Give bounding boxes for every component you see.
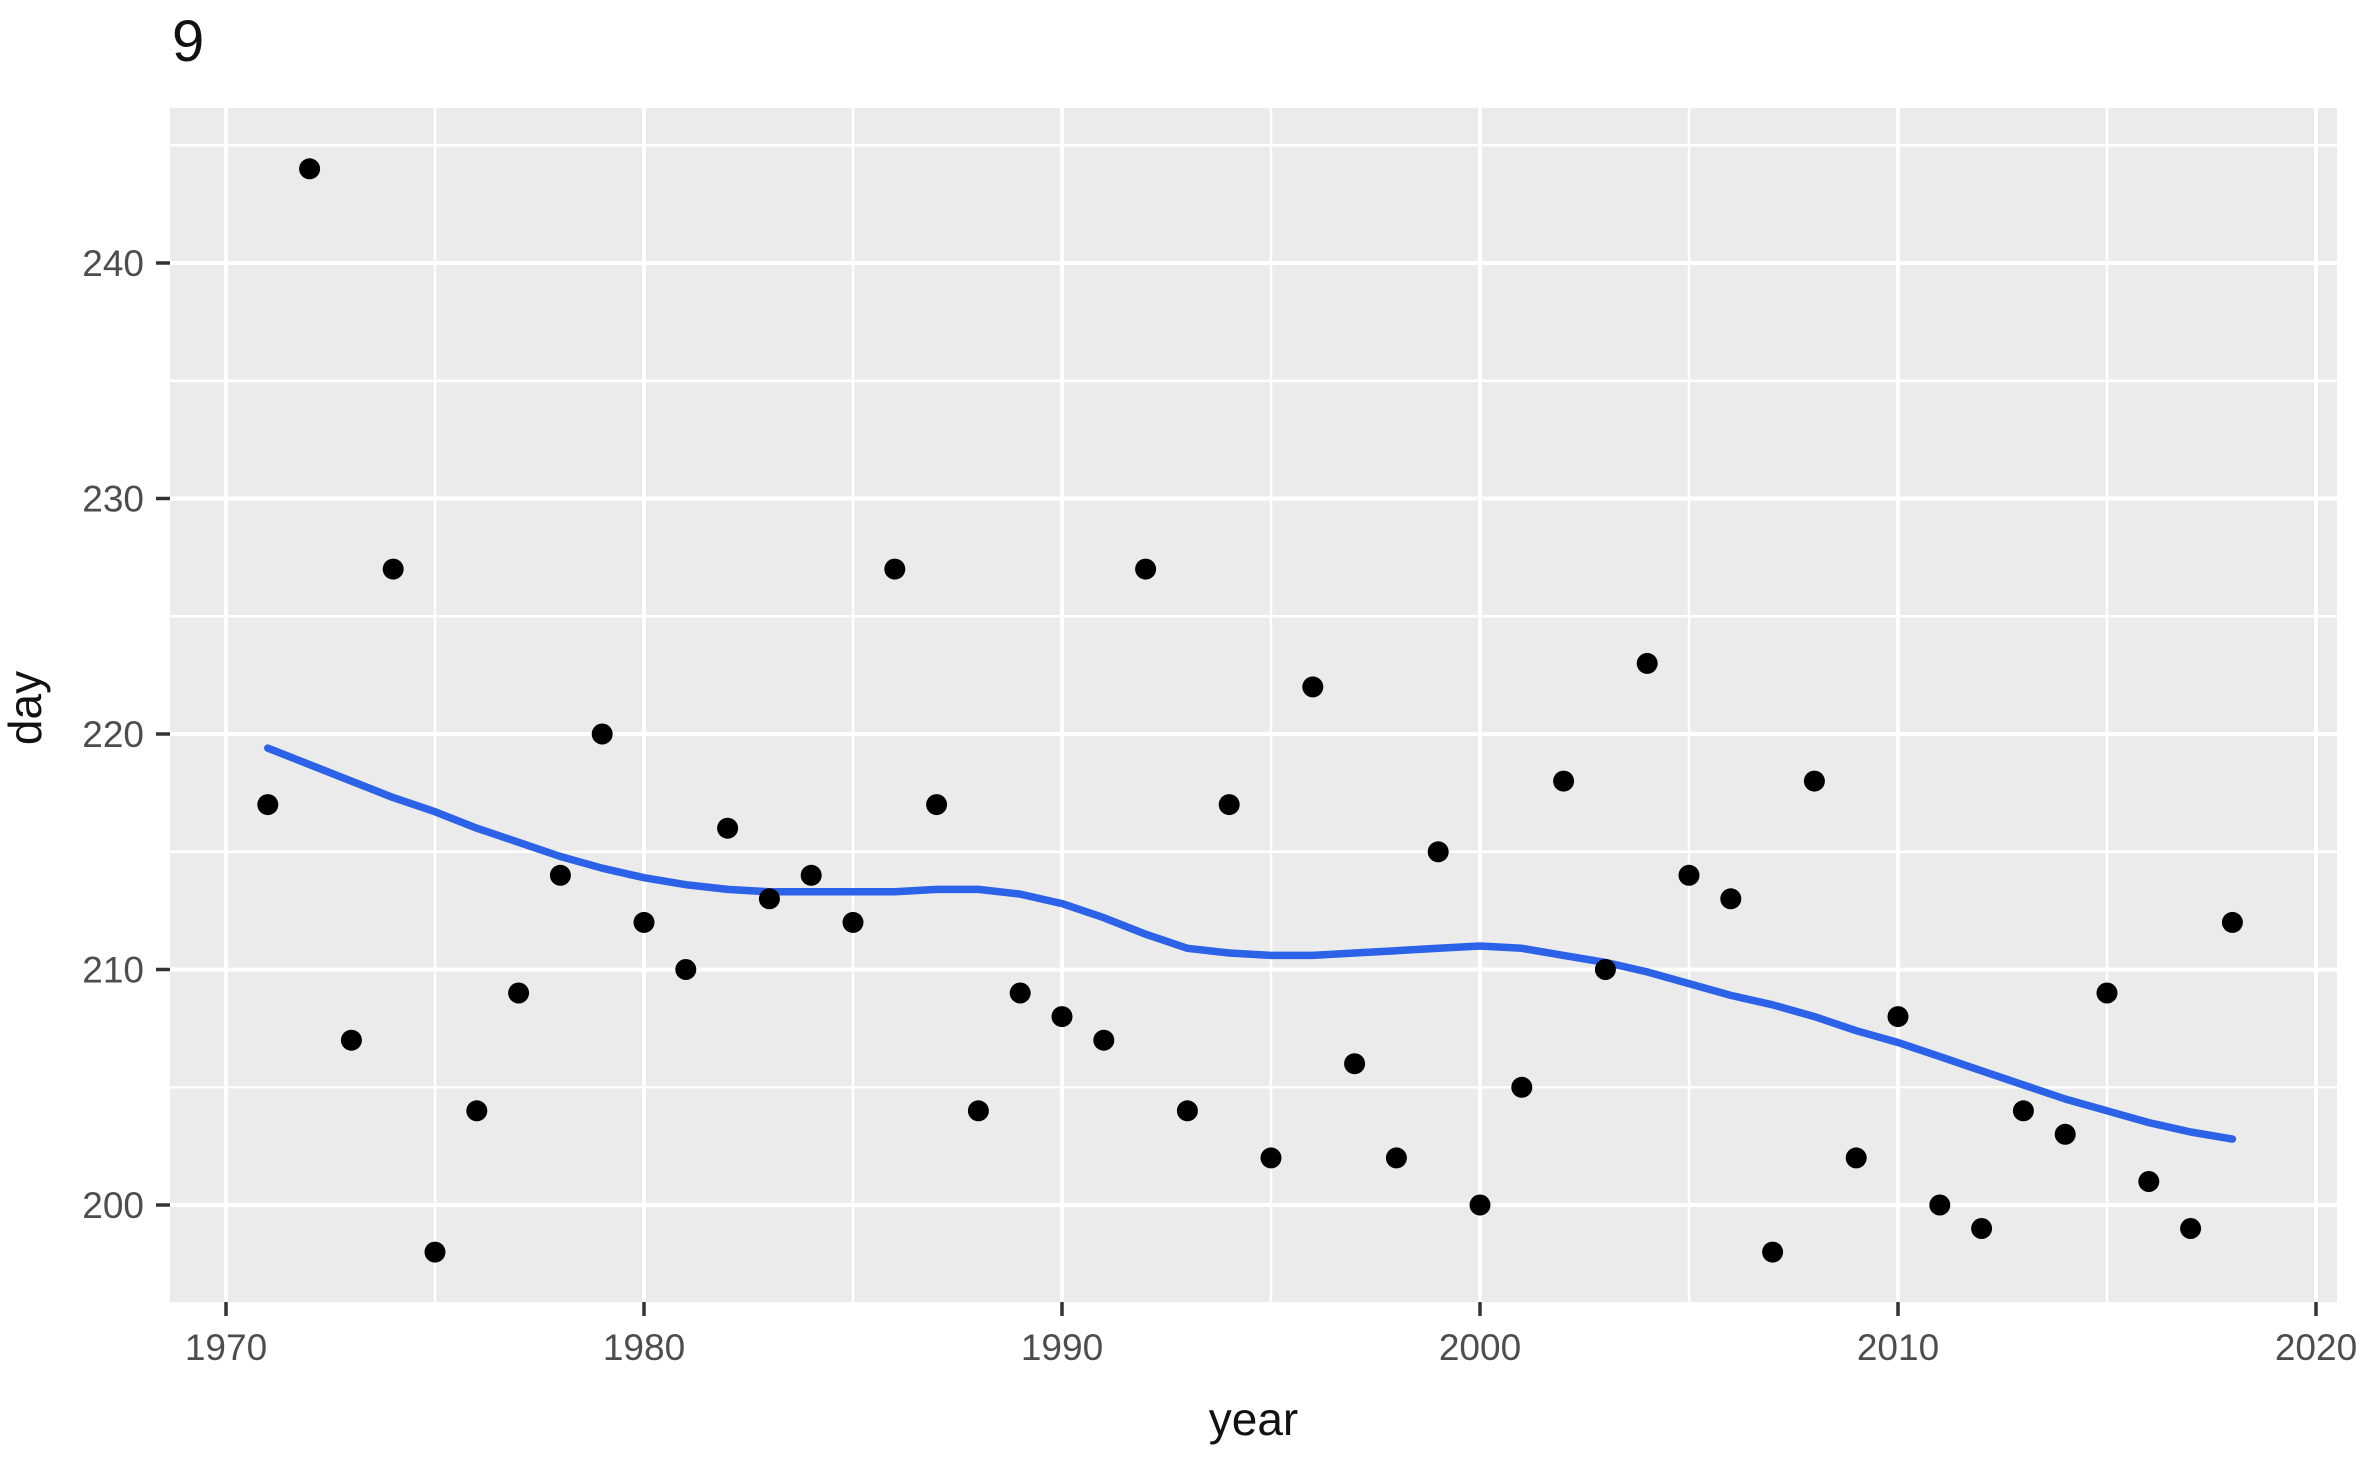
data-point bbox=[1762, 1241, 1784, 1263]
x-tick-label: 1990 bbox=[1021, 1327, 1103, 1368]
data-point bbox=[884, 558, 906, 580]
data-point bbox=[2138, 1171, 2160, 1192]
data-point bbox=[1302, 676, 1324, 698]
data-point bbox=[675, 959, 697, 980]
data-point bbox=[340, 1029, 362, 1051]
data-point bbox=[2180, 1218, 2202, 1239]
data-point bbox=[633, 911, 655, 933]
data-point bbox=[1218, 794, 1240, 816]
data-point bbox=[1887, 1006, 1909, 1028]
data-point bbox=[1678, 864, 1700, 886]
data-point bbox=[508, 982, 530, 1004]
data-point bbox=[424, 1241, 446, 1263]
data-point bbox=[842, 911, 864, 933]
x-tick-label: 1980 bbox=[603, 1327, 685, 1368]
x-axis-title: year bbox=[1208, 1393, 1299, 1445]
data-point bbox=[257, 794, 279, 816]
data-point bbox=[1469, 1194, 1491, 1216]
data-point bbox=[1260, 1147, 1282, 1169]
data-point bbox=[1594, 959, 1616, 980]
data-point bbox=[1803, 770, 1825, 792]
data-point bbox=[1093, 1029, 1115, 1051]
data-point bbox=[1176, 1100, 1198, 1122]
data-point bbox=[382, 558, 404, 580]
data-point bbox=[299, 158, 321, 180]
data-point bbox=[549, 864, 571, 886]
data-point bbox=[2054, 1123, 2076, 1145]
data-point bbox=[1720, 888, 1742, 910]
data-point bbox=[1845, 1147, 1867, 1169]
y-tick-label: 200 bbox=[82, 1185, 144, 1226]
data-point bbox=[2221, 911, 2243, 933]
x-tick-label: 2020 bbox=[2275, 1327, 2357, 1368]
y-tick-label: 220 bbox=[82, 714, 144, 755]
data-point bbox=[1553, 770, 1575, 792]
smooth-trend-line bbox=[264, 744, 2237, 1143]
plot-title: 9 bbox=[172, 9, 205, 74]
x-tick-label: 2000 bbox=[1439, 1327, 1521, 1368]
data-point bbox=[1344, 1053, 1366, 1075]
y-tick-label: 210 bbox=[82, 950, 144, 991]
data-point bbox=[1009, 982, 1031, 1004]
data-point bbox=[2012, 1100, 2034, 1122]
data-point bbox=[717, 817, 739, 839]
data-point bbox=[758, 888, 780, 910]
data-point bbox=[1636, 652, 1658, 674]
x-tick-label: 2010 bbox=[1857, 1327, 1939, 1368]
y-tick-label: 240 bbox=[82, 243, 144, 284]
data-point bbox=[1511, 1076, 1533, 1098]
data-point bbox=[967, 1100, 989, 1122]
data-point bbox=[466, 1100, 488, 1122]
data-point bbox=[2096, 982, 2118, 1004]
data-point bbox=[1135, 558, 1157, 580]
data-point bbox=[1971, 1218, 1993, 1239]
data-point bbox=[591, 723, 613, 745]
data-point bbox=[1427, 841, 1449, 863]
data-point bbox=[926, 794, 948, 816]
plot-panel bbox=[170, 108, 2337, 1302]
x-tick-label: 1970 bbox=[185, 1327, 267, 1368]
y-tick-label: 230 bbox=[82, 479, 144, 520]
data-point bbox=[1929, 1194, 1951, 1216]
data-point bbox=[800, 864, 822, 886]
y-axis-title: day bbox=[0, 670, 51, 746]
data-point bbox=[1385, 1147, 1407, 1169]
data-point bbox=[1051, 1006, 1073, 1028]
